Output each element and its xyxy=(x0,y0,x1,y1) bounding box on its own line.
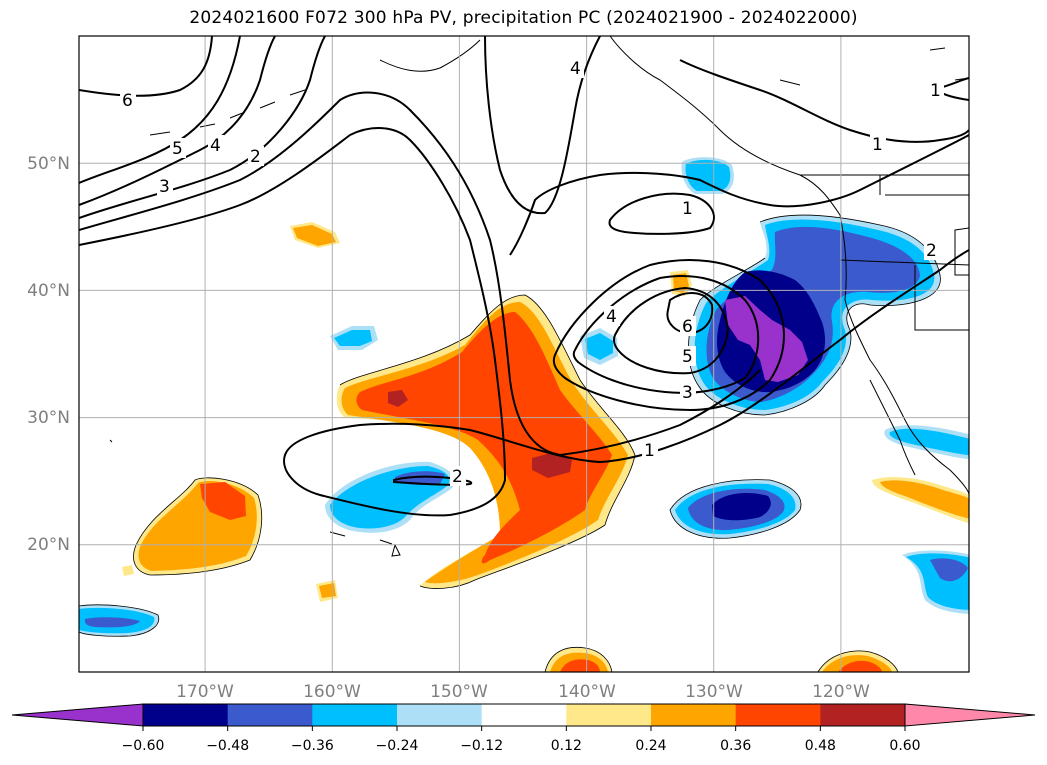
lon-label: 160°W xyxy=(303,682,361,702)
lat-label: 30°N xyxy=(27,408,70,428)
lon-label: 140°W xyxy=(558,682,616,702)
longitude-labels: 170°W 160°W 150°W 140°W 130°W 120°W xyxy=(176,682,870,702)
colorbar-tick-label: 0.48 xyxy=(805,738,836,754)
colorbar-tick-label: 0.12 xyxy=(551,738,582,754)
colorbar-tick-label: −0.36 xyxy=(291,738,334,754)
colorbar-tick-label: −0.12 xyxy=(460,738,503,754)
contour-label: 2 xyxy=(250,147,261,167)
contour-label: 2 xyxy=(452,467,463,487)
map-frame xyxy=(78,35,970,673)
colorbar-frame xyxy=(142,703,906,727)
pv-contours xyxy=(79,36,969,517)
gridlines xyxy=(79,36,969,672)
colorbar-segment xyxy=(397,704,483,726)
colorbar: −0.60 −0.48 −0.36 −0.24 −0.12 0.12 0.24 0.36 0.4… xyxy=(11,703,1036,754)
contour-label: 3 xyxy=(682,383,693,403)
colorbar-tick-label: −0.24 xyxy=(376,738,419,754)
colorbar-segment xyxy=(566,704,652,726)
colorbar-tick-label: 0.36 xyxy=(720,738,751,754)
colorbar-extend-low xyxy=(11,703,144,727)
colorbar-tick-label: −0.48 xyxy=(206,738,249,754)
map-plot-area: 6 5 4 3 2 4 2 1 1 1 4 6 5 3 xyxy=(79,36,969,672)
map-title: 2024021600 F072 300 hPa PV, precipitatio… xyxy=(189,8,858,28)
lon-label: 150°W xyxy=(430,682,488,702)
contour-label: 5 xyxy=(682,347,693,367)
contour-label: 1 xyxy=(930,81,941,101)
contour-label: 1 xyxy=(644,441,655,461)
lon-label: 170°W xyxy=(176,682,234,702)
lat-label: 50°N xyxy=(27,154,70,174)
contour-label: 5 xyxy=(172,139,183,159)
contour-label: 4 xyxy=(570,59,581,79)
colorbar-segment xyxy=(735,704,821,726)
contour-label: 1 xyxy=(682,199,693,219)
contour-label: 6 xyxy=(682,317,693,337)
colorbar-extend-high xyxy=(904,703,1036,727)
contour-label: 1 xyxy=(872,135,883,155)
colorbar-segment xyxy=(820,704,906,726)
contour-label: 4 xyxy=(210,136,221,156)
lat-label: 20°N xyxy=(27,535,70,555)
colorbar-segment xyxy=(227,704,313,726)
contour-label: 6 xyxy=(122,91,133,111)
lon-label: 130°W xyxy=(685,682,743,702)
precip-positive-anomalies xyxy=(122,222,969,672)
colorbar-segment xyxy=(143,704,229,726)
lon-label: 120°W xyxy=(812,682,870,702)
contour-label: 4 xyxy=(606,307,617,327)
colorbar-segment xyxy=(312,704,398,726)
colorbar-tick-label: 0.24 xyxy=(635,738,666,754)
colorbar-segment xyxy=(651,704,737,726)
colorbar-tick-label: −0.60 xyxy=(122,738,165,754)
colorbar-segment xyxy=(481,704,567,726)
contour-label: 3 xyxy=(159,177,170,197)
pv-contour-labels: 6 5 4 3 2 4 2 1 1 1 4 6 5 3 xyxy=(120,58,944,487)
contour-label: 2 xyxy=(926,241,937,261)
lat-label: 40°N xyxy=(27,281,70,301)
colorbar-tick-label: 0.60 xyxy=(889,738,920,754)
latitude-labels: 50°N 40°N 30°N 20°N xyxy=(27,154,70,555)
